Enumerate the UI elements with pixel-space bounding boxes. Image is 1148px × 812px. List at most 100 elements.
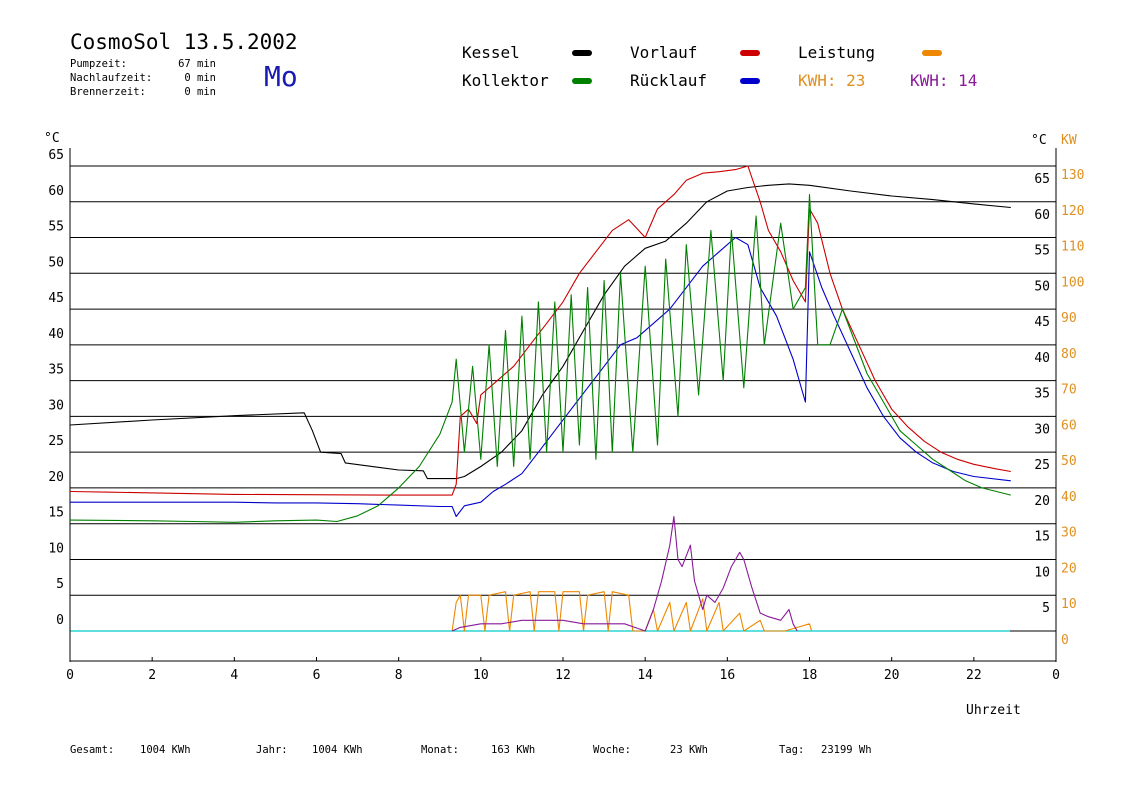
legend-kwh-solar: KWH: 14: [910, 71, 978, 90]
y2-right-tick-90: 90: [1061, 311, 1077, 326]
legend-leistung-swatch: [922, 50, 942, 56]
y2-right-tick-40: 40: [1061, 490, 1077, 505]
y2-right-tick-110: 110: [1061, 240, 1084, 255]
legend-kessel-label: Kessel: [462, 43, 520, 62]
brennerzeit-row: Brennerzeit: 0 min: [70, 86, 216, 98]
footer-tag-label: Tag:: [779, 744, 805, 756]
footer-jahr-value: 1004 KWh: [312, 744, 363, 756]
y-left-tick-10: 10: [48, 541, 64, 556]
y2-right-tick-30: 30: [1061, 526, 1077, 541]
legend-kessel-swatch: [572, 50, 592, 56]
legend-vorlauf-swatch: [740, 50, 760, 56]
y2-right-tick-0: 0: [1061, 633, 1069, 648]
y2-right-tick-130: 130: [1061, 168, 1084, 183]
weekday-label: Mo: [264, 60, 298, 93]
y-right-tick-30: 30: [1034, 422, 1050, 437]
y-left-tick-0: 0: [56, 613, 64, 628]
footer-monat-label: Monat:: [421, 744, 459, 756]
footer-jahr-label: Jahr:: [256, 744, 288, 756]
y-right-unit: °C: [1031, 133, 1047, 148]
y-left-tick-35: 35: [48, 363, 64, 378]
pumpzeit-row: Pumpzeit: 67 min: [70, 58, 216, 70]
series-line-kessel: [69, 183, 1011, 480]
nachlaufzeit-value: 0 min: [184, 72, 216, 84]
y-right-tick-35: 35: [1034, 387, 1050, 402]
x-tick-label-2: 4: [230, 668, 238, 683]
y2-right-tick-60: 60: [1061, 418, 1077, 433]
series-line-kollektor: [69, 194, 1011, 523]
tick-labels: 0 2 4 6 8 10 12 14 16 18 20 22 005101520253035404550…: [48, 148, 1084, 683]
x-tick-label-1: 2: [148, 668, 156, 683]
footer-gesamt-value: 1004 KWh: [140, 744, 191, 756]
y-right-tick-15: 15: [1034, 530, 1050, 545]
y-right-tick-10: 10: [1034, 565, 1050, 580]
grid-lines: [70, 165, 1056, 632]
y2-right-tick-100: 100: [1061, 275, 1084, 290]
y-left-tick-20: 20: [48, 470, 64, 485]
y-right-tick-5: 5: [1042, 601, 1050, 616]
x-tick-label-0: 0: [66, 668, 74, 683]
y-right-tick-40: 40: [1034, 351, 1050, 366]
series-line-leistung: [451, 591, 813, 632]
footer-tag-value: 23199 Wh: [821, 744, 872, 756]
nachlaufzeit-row: Nachlaufzeit: 0 min: [70, 72, 216, 84]
x-tick-label-5: 10: [473, 668, 489, 683]
legend-kwh-leistung: KWH: 23: [798, 71, 866, 90]
x-tick-label-10: 20: [884, 668, 900, 683]
x-tick-label-9: 18: [802, 668, 818, 683]
x-tick-label-7: 14: [637, 668, 653, 683]
brennerzeit-value: 0 min: [184, 86, 216, 98]
pumpzeit-label: Pumpzeit:: [70, 58, 127, 70]
y2-right-tick-120: 120: [1061, 204, 1084, 219]
footer-woche-value: 23 KWh: [670, 744, 708, 756]
y-left-unit: °C: [44, 131, 60, 146]
y2-right-tick-10: 10: [1061, 597, 1077, 612]
y-left-tick-60: 60: [48, 184, 64, 199]
footer-woche-label: Woche:: [593, 744, 631, 756]
series-line-kwh-14: [451, 515, 798, 632]
y2-right-tick-50: 50: [1061, 454, 1077, 469]
y-right-tick-55: 55: [1034, 244, 1050, 259]
y2-right-tick-80: 80: [1061, 347, 1077, 362]
y-right-tick-25: 25: [1034, 458, 1050, 473]
series-lines: [69, 165, 1011, 632]
footer-monat-value: 163 KWh: [491, 744, 536, 756]
legend-ruecklauf-label: Rücklauf: [630, 71, 708, 90]
x-tick-label-6: 12: [555, 668, 571, 683]
y-right-tick-65: 65: [1034, 172, 1050, 187]
legend-vorlauf-label: Vorlauf: [630, 43, 698, 62]
legend-leistung-label: Leistung: [798, 43, 876, 62]
footer-gesamt-label: Gesamt:: [70, 744, 115, 756]
chart-title: CosmoSol 13.5.2002: [70, 30, 298, 54]
x-axis-label: Uhrzeit: [966, 703, 1021, 718]
legend-kollektor-label: Kollektor: [462, 71, 549, 90]
y-right2-unit: KW: [1061, 133, 1077, 148]
y-left-tick-50: 50: [48, 255, 64, 270]
axes: [69, 148, 1057, 662]
x-tick-label-12: 0: [1052, 668, 1060, 683]
brennerzeit-label: Brennerzeit:: [70, 86, 146, 98]
pumpzeit-value: 67 min: [178, 58, 216, 70]
y-left-tick-45: 45: [48, 291, 64, 306]
series-line-r-cklauf: [70, 236, 1011, 518]
nachlaufzeit-label: Nachlaufzeit:: [70, 72, 153, 84]
y-left-tick-15: 15: [48, 506, 64, 521]
x-tick-label-4: 8: [395, 668, 403, 683]
x-tick-label-8: 16: [720, 668, 736, 683]
y-right-tick-45: 45: [1034, 315, 1050, 330]
y-left-tick-5: 5: [56, 577, 64, 592]
y-left-tick-40: 40: [48, 327, 64, 342]
y2-right-tick-20: 20: [1061, 561, 1077, 576]
legend-kollektor-swatch: [572, 78, 592, 84]
y-left-tick-30: 30: [48, 398, 64, 413]
x-tick-label-11: 22: [966, 668, 982, 683]
y-right-tick-60: 60: [1034, 208, 1050, 223]
y-left-tick-65: 65: [48, 148, 64, 163]
y2-right-tick-70: 70: [1061, 383, 1077, 398]
x-tick-label-3: 6: [313, 668, 321, 683]
series-line-vorlauf: [69, 165, 1011, 496]
y-right-tick-50: 50: [1034, 279, 1050, 294]
legend-ruecklauf-swatch: [740, 78, 760, 84]
y-left-tick-55: 55: [48, 220, 64, 235]
